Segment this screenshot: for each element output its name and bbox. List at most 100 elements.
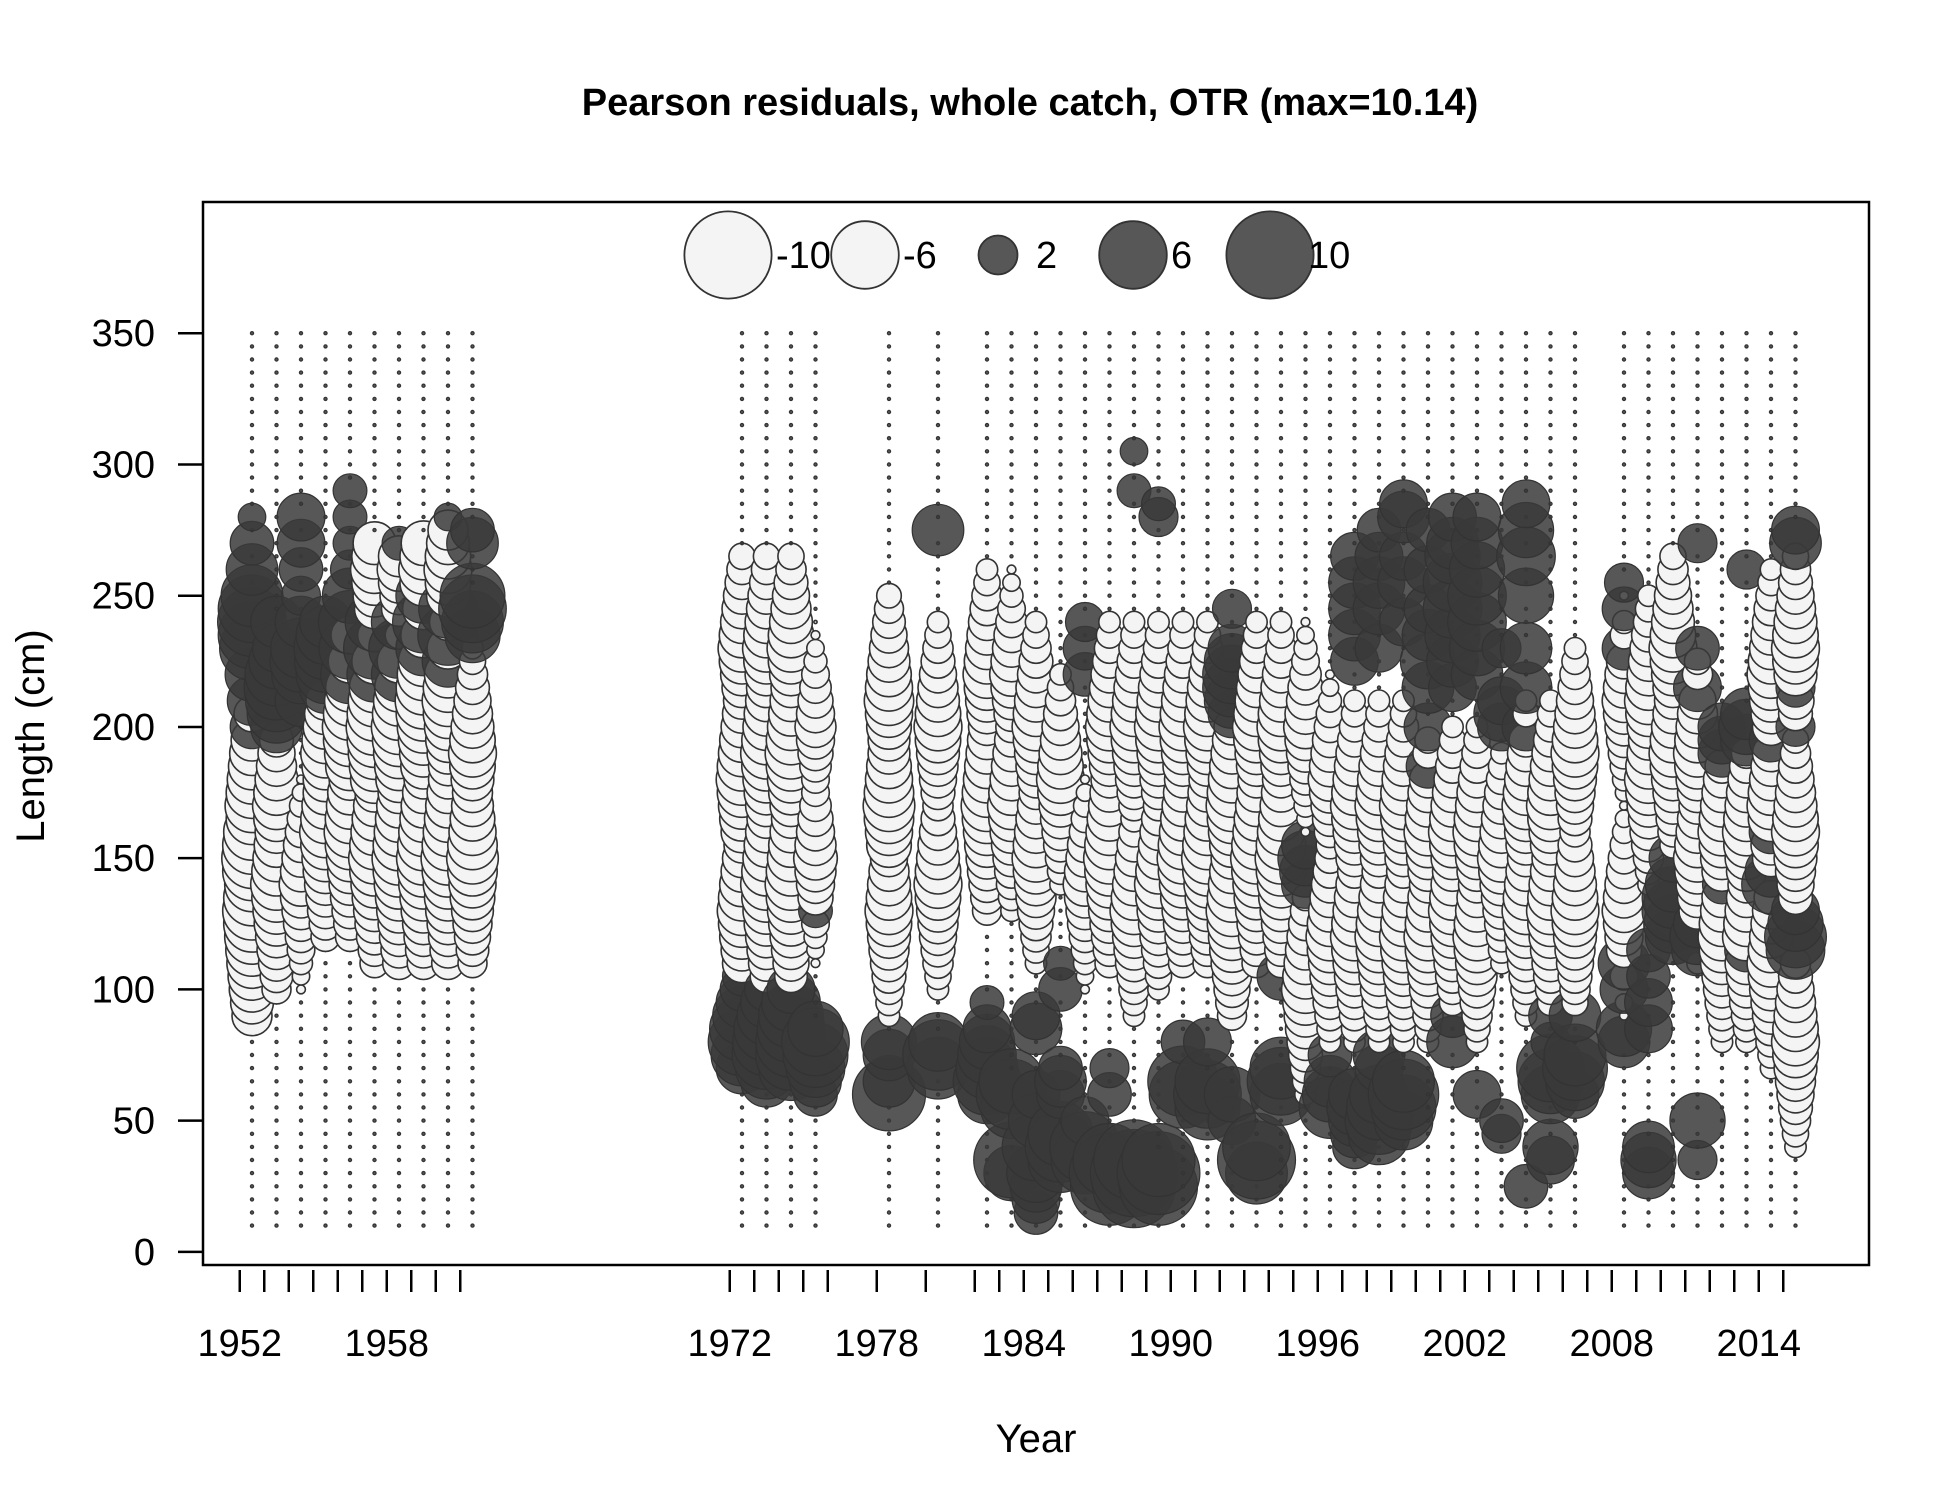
positive-residual-bubble <box>249 331 255 336</box>
positive-residual-bubble <box>1450 1144 1455 1150</box>
positive-residual-bubble <box>396 383 402 388</box>
positive-residual-bubble <box>396 475 402 480</box>
positive-residual-bubble <box>372 1026 377 1032</box>
positive-residual-bubble <box>1695 1184 1700 1189</box>
positive-residual-bubble <box>1180 554 1186 559</box>
positive-residual-bubble <box>935 501 941 506</box>
positive-residual-bubble <box>1401 383 1406 388</box>
positive-residual-bubble <box>1254 344 1259 349</box>
positive-residual-bubble <box>1523 1039 1529 1045</box>
positive-residual-bubble <box>1450 331 1455 336</box>
positive-residual-bubble <box>1327 449 1333 454</box>
positive-residual-bubble <box>764 1157 769 1163</box>
positive-residual-bubble <box>323 541 328 546</box>
positive-residual-bubble <box>1229 383 1235 388</box>
positive-residual-bubble <box>323 475 328 480</box>
positive-residual-bubble <box>298 1000 304 1005</box>
positive-residual-bubble <box>445 1144 451 1150</box>
positive-residual-bubble <box>739 1131 745 1137</box>
positive-residual-bubble <box>1254 527 1259 533</box>
positive-residual-bubble <box>1082 436 1088 441</box>
positive-residual-bubble <box>1499 344 1504 349</box>
positive-residual-bubble <box>1695 619 1700 625</box>
positive-residual-bubble <box>1768 370 1774 375</box>
positive-residual-bubble <box>739 436 745 441</box>
positive-residual-bubble <box>372 1170 377 1176</box>
positive-residual-bubble <box>1670 1223 1676 1228</box>
x-tick-label: 1984 <box>981 1323 1066 1365</box>
positive-residual-bubble <box>1058 475 1063 480</box>
positive-residual-bubble <box>1058 895 1063 900</box>
positive-residual-bubble <box>347 449 353 454</box>
positive-residual-bubble <box>788 1105 794 1110</box>
positive-residual-bubble <box>470 1118 475 1123</box>
positive-residual-bubble <box>1646 1105 1651 1110</box>
positive-residual-bubble <box>1058 947 1063 953</box>
positive-residual-bubble <box>1572 475 1578 480</box>
positive-residual-bubble <box>445 1157 451 1163</box>
positive-residual-bubble <box>1670 396 1676 402</box>
positive-residual-bubble <box>764 1170 769 1176</box>
positive-residual-bubble <box>1719 396 1725 402</box>
positive-residual-bubble <box>1744 436 1749 441</box>
positive-residual-bubble <box>1548 344 1553 349</box>
positive-residual-bubble <box>1303 422 1308 428</box>
positive-residual-bubble <box>1670 331 1676 336</box>
positive-residual-bubble <box>470 580 475 585</box>
positive-residual-bubble <box>1376 436 1382 441</box>
positive-residual-bubble <box>396 1039 402 1045</box>
positive-residual-bubble <box>347 409 353 415</box>
positive-residual-bubble <box>274 606 279 612</box>
positive-residual-bubble <box>935 436 941 441</box>
positive-residual-bubble <box>1327 357 1333 362</box>
positive-residual-bubble <box>1719 344 1725 349</box>
positive-residual-bubble <box>813 593 818 598</box>
positive-residual-bubble <box>1719 449 1725 454</box>
positive-residual-bubble <box>1621 1223 1627 1228</box>
positive-residual-bubble <box>1768 462 1774 467</box>
positive-residual-bubble <box>1793 488 1798 493</box>
positive-residual-bubble <box>1768 449 1774 454</box>
positive-residual-bubble <box>347 422 353 428</box>
positive-residual-bubble <box>249 1052 255 1058</box>
positive-residual-bubble <box>323 488 328 493</box>
positive-residual-bubble <box>372 488 377 493</box>
positive-residual-bubble <box>1401 357 1406 362</box>
positive-residual-bubble <box>1352 1197 1357 1202</box>
positive-residual-bubble <box>1107 541 1112 546</box>
positive-residual-bubble <box>1450 1197 1455 1202</box>
positive-residual-bubble <box>1082 1065 1088 1071</box>
positive-residual-bubble <box>421 449 426 454</box>
negative-residual-bubble <box>813 619 818 625</box>
positive-residual-bubble <box>274 1092 279 1097</box>
positive-residual-bubble <box>984 449 990 454</box>
positive-residual-bubble <box>1254 422 1259 428</box>
positive-residual-bubble <box>396 1118 402 1123</box>
positive-residual-bubble <box>372 1223 377 1228</box>
positive-residual-bubble <box>788 1118 794 1123</box>
positive-residual-bubble <box>886 436 892 441</box>
positive-residual-bubble <box>1548 632 1553 638</box>
positive-residual-bubble <box>886 501 892 506</box>
positive-residual-bubble <box>1425 1079 1431 1084</box>
positive-residual-bubble <box>1033 409 1039 415</box>
positive-residual-bubble <box>1082 541 1088 546</box>
positive-residual-bubble <box>886 580 892 585</box>
positive-residual-bubble <box>739 462 745 467</box>
positive-residual-bubble <box>1425 1170 1431 1176</box>
positive-residual-bubble <box>813 370 818 375</box>
positive-residual-bubble <box>1303 567 1308 572</box>
positive-residual-bubble <box>323 462 328 467</box>
positive-residual-bubble <box>1425 331 1431 336</box>
positive-residual-bubble <box>298 1013 304 1018</box>
positive-residual-bubble <box>1033 436 1039 441</box>
positive-residual-bubble <box>1009 554 1014 559</box>
positive-residual-bubble <box>935 396 941 402</box>
positive-residual-bubble <box>1009 488 1014 493</box>
positive-residual-bubble <box>1278 554 1284 559</box>
positive-residual-bubble <box>396 1026 402 1032</box>
positive-residual-bubble <box>788 1210 794 1215</box>
positive-residual-bubble <box>323 1039 328 1045</box>
negative-residual-bubble <box>1001 573 1021 593</box>
positive-residual-bubble <box>1327 541 1333 546</box>
